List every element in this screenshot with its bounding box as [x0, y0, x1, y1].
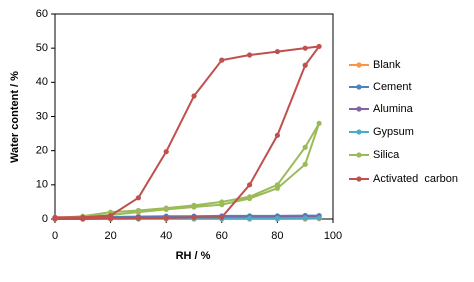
data-point [303, 63, 308, 68]
y-tick-label: 50 [36, 42, 48, 54]
y-tick-label: 30 [36, 110, 48, 122]
legend-label: Activated carbon [373, 173, 458, 185]
y-axis-title: Water content / % [9, 71, 21, 163]
legend-marker [356, 106, 361, 111]
data-point [219, 215, 224, 220]
data-point [275, 49, 280, 54]
data-point [52, 215, 57, 220]
data-point [275, 133, 280, 138]
x-tick-label: 100 [324, 230, 342, 242]
data-point [136, 195, 141, 200]
data-point [247, 52, 252, 57]
legend-marker [356, 129, 361, 134]
data-point [317, 121, 322, 126]
data-point [191, 203, 196, 208]
data-point [303, 215, 308, 220]
legend-marker [356, 62, 361, 67]
legend-label: Silica [373, 149, 400, 161]
data-point [275, 216, 280, 221]
y-tick-label: 10 [36, 179, 48, 191]
data-point [80, 215, 85, 220]
data-point [275, 182, 280, 187]
legend-marker [356, 84, 361, 89]
series-line [55, 123, 319, 218]
data-point [317, 215, 322, 220]
data-point [247, 216, 252, 221]
x-tick-label: 20 [104, 230, 116, 242]
data-point [108, 213, 113, 218]
series-line [55, 46, 319, 219]
legend-label: Blank [373, 59, 401, 71]
y-tick-label: 60 [36, 8, 48, 20]
data-point [219, 199, 224, 204]
legend-label: Cement [373, 81, 412, 93]
data-point [191, 215, 196, 220]
data-point [191, 93, 196, 98]
data-point [303, 162, 308, 167]
y-tick-label: 40 [36, 76, 48, 88]
x-tick-label: 80 [271, 230, 283, 242]
data-point [136, 215, 141, 220]
data-point [317, 44, 322, 49]
data-point [247, 182, 252, 187]
x-tick-label: 40 [160, 230, 172, 242]
data-point [164, 149, 169, 154]
x-tick-label: 0 [52, 230, 58, 242]
plot-area [55, 14, 333, 219]
legend-marker [356, 152, 361, 157]
data-point [303, 145, 308, 150]
legend-label: Gypsum [373, 126, 414, 138]
x-tick-label: 60 [216, 230, 228, 242]
data-point [303, 46, 308, 51]
y-tick-label: 20 [36, 145, 48, 157]
data-point [247, 194, 252, 199]
data-point [164, 205, 169, 210]
data-point [219, 58, 224, 63]
legend-label: Alumina [373, 103, 414, 115]
legend-marker [356, 176, 361, 181]
y-tick-label: 0 [42, 213, 48, 225]
data-point [136, 208, 141, 213]
data-point [164, 215, 169, 220]
x-axis-title: RH / % [176, 250, 211, 262]
